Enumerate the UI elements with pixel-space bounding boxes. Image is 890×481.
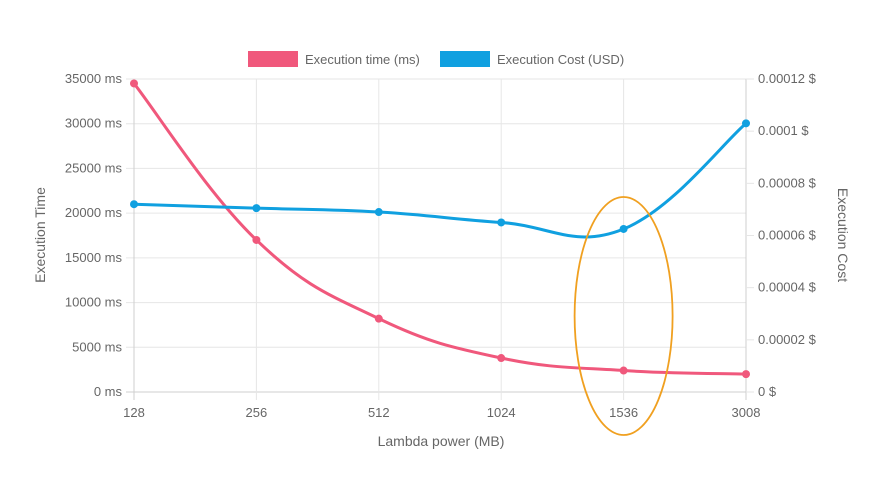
series-1-point [497, 354, 506, 363]
left-tick-label: 15000 ms [65, 250, 123, 265]
series-line-1 [132, 81, 748, 376]
left-tick-label: 5000 ms [72, 339, 122, 354]
series-2-point [130, 200, 138, 209]
series-2-point [252, 204, 261, 213]
legend-swatch-1 [248, 51, 298, 67]
x-tick-label: 128 [123, 405, 145, 420]
x-tick-label: 1536 [609, 405, 638, 420]
right-axis-ticks: 0 $ 0.00002 $ 0.00004 $ 0.00006 $ 0.00008 $ 0… [758, 71, 817, 399]
left-tick-label: 20000 ms [65, 205, 123, 220]
legend-label-1: Execution time (ms) [305, 52, 420, 67]
series-2-point [497, 218, 506, 227]
chart-grid [126, 78, 754, 400]
x-axis-ticks: 128 256 512 1024 1536 3008 [123, 405, 760, 420]
left-tick-label: 10000 ms [65, 295, 123, 310]
legend-swatch-2 [440, 51, 490, 67]
series-1-point [619, 366, 628, 375]
right-tick-label: 0.00004 $ [758, 280, 817, 295]
x-tick-label: 256 [246, 405, 268, 420]
annotation-layer [573, 196, 674, 436]
right-axis-title: Execution Cost [835, 188, 851, 282]
right-tick-label: 0.00012 $ [758, 71, 817, 86]
x-axis-title: Lambda power (MB) [378, 433, 505, 449]
left-tick-label: 0 ms [94, 384, 123, 399]
left-tick-label: 25000 ms [65, 160, 123, 175]
left-tick-label: 35000 ms [65, 71, 123, 86]
series-2-point [374, 208, 383, 217]
x-tick-label: 3008 [732, 405, 761, 420]
series-2-point [742, 119, 750, 128]
right-tick-label: 0.0001 $ [758, 123, 809, 138]
highlight-ellipse [573, 196, 674, 436]
legend-label-2: Execution Cost (USD) [497, 52, 624, 67]
series-1-point [252, 235, 261, 244]
x-tick-label: 1024 [487, 405, 516, 420]
series-layer [130, 79, 750, 379]
x-tick-label: 512 [368, 405, 390, 420]
right-tick-label: 0 $ [758, 384, 777, 399]
right-tick-label: 0.00002 $ [758, 332, 817, 347]
left-tick-label: 30000 ms [65, 116, 123, 131]
left-axis-ticks: 0 ms 5000 ms 10000 ms 15000 ms 20000 ms 25000… [65, 71, 123, 399]
legend: Execution time (ms) Execution Cost (USD) [248, 51, 624, 67]
series-line-2 [132, 121, 748, 239]
right-tick-label: 0.00006 $ [758, 228, 817, 243]
series-1-point [742, 370, 750, 379]
series-1-point [130, 79, 138, 88]
series-2-point [619, 224, 628, 233]
series-1-point [374, 314, 383, 323]
right-tick-label: 0.00008 $ [758, 175, 817, 190]
left-axis-title: Execution Time [32, 187, 48, 283]
